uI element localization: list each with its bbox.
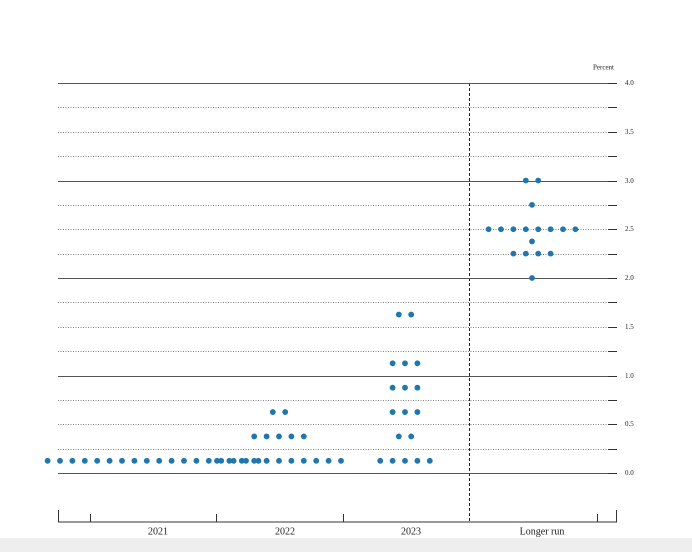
dot bbox=[218, 457, 225, 464]
dot bbox=[560, 226, 566, 233]
dot bbox=[338, 457, 344, 464]
x-axis bbox=[58, 510, 617, 523]
y-tick-label: 4.0 bbox=[625, 79, 634, 87]
y-tick-label: 3.0 bbox=[625, 177, 634, 185]
y-tick-label: 1.5 bbox=[625, 323, 634, 331]
dot bbox=[510, 250, 517, 257]
dot bbox=[255, 457, 262, 464]
dot bbox=[414, 384, 421, 391]
y-tick-label: 0.5 bbox=[625, 420, 634, 428]
dot bbox=[214, 457, 220, 464]
dot bbox=[44, 457, 51, 464]
dot bbox=[325, 457, 332, 464]
x-tick-label: 2022 bbox=[275, 526, 295, 537]
dot bbox=[288, 457, 295, 464]
dot bbox=[106, 457, 113, 464]
dot bbox=[522, 177, 529, 184]
dot bbox=[389, 409, 396, 415]
y-axis-label: Percent bbox=[593, 64, 614, 72]
y-tick-label: 2.0 bbox=[625, 274, 634, 282]
dot bbox=[238, 457, 245, 464]
dot bbox=[300, 457, 307, 464]
dot bbox=[81, 457, 88, 464]
dot bbox=[389, 384, 396, 391]
dot bbox=[414, 360, 421, 367]
dot bbox=[282, 409, 289, 415]
dot bbox=[572, 226, 579, 233]
dot bbox=[402, 409, 408, 415]
dot bbox=[181, 457, 187, 464]
y-tick-label: 2.5 bbox=[625, 225, 634, 233]
dot bbox=[251, 457, 258, 464]
dot bbox=[547, 250, 554, 257]
dot bbox=[535, 250, 542, 257]
dot bbox=[414, 409, 421, 415]
dot bbox=[389, 360, 396, 367]
dot bbox=[300, 433, 307, 440]
dot bbox=[69, 457, 76, 464]
dot bbox=[529, 275, 535, 281]
dot bbox=[395, 433, 402, 440]
dot bbox=[522, 250, 529, 257]
dot bbox=[547, 226, 554, 233]
y-tick-label: 3.5 bbox=[625, 128, 634, 136]
dot bbox=[119, 457, 125, 464]
dot bbox=[535, 177, 542, 184]
dot bbox=[485, 226, 492, 233]
dot bbox=[402, 384, 408, 391]
dot bbox=[313, 457, 320, 464]
y-tick-label: 0.0 bbox=[625, 469, 634, 477]
x-tick-label: 2023 bbox=[401, 526, 421, 537]
dot bbox=[408, 311, 415, 318]
dot bbox=[402, 360, 408, 367]
dot bbox=[269, 409, 276, 415]
dot bbox=[251, 433, 258, 440]
dot bbox=[263, 457, 270, 464]
x-tick-label: Longer run bbox=[520, 526, 565, 537]
dot bbox=[498, 226, 504, 233]
dot bbox=[168, 457, 175, 464]
dot bbox=[193, 457, 200, 464]
dot bbox=[226, 457, 233, 464]
dot bbox=[230, 457, 237, 464]
dot bbox=[395, 311, 402, 318]
dot bbox=[522, 226, 529, 233]
dot bbox=[414, 457, 421, 464]
dot bbox=[529, 238, 535, 245]
dot bbox=[243, 457, 249, 464]
dot bbox=[510, 226, 517, 233]
dot bbox=[402, 457, 408, 464]
dot bbox=[156, 457, 163, 464]
dot bbox=[529, 201, 535, 208]
y-tick-label: 1.0 bbox=[625, 372, 634, 380]
dot bbox=[276, 433, 282, 440]
dot bbox=[408, 433, 415, 440]
x-tick-label: 2021 bbox=[148, 526, 168, 537]
dot bbox=[143, 457, 150, 464]
dot bbox=[535, 226, 542, 233]
dot bbox=[57, 457, 63, 464]
dot bbox=[276, 457, 282, 464]
dot bbox=[426, 457, 433, 464]
dot bbox=[263, 433, 270, 440]
dot bbox=[377, 457, 384, 464]
dot bbox=[389, 457, 396, 464]
dot bbox=[205, 457, 212, 464]
dot bbox=[94, 457, 101, 464]
bottom-band bbox=[0, 538, 692, 552]
dot bbox=[131, 457, 138, 464]
dot bbox=[288, 433, 295, 440]
